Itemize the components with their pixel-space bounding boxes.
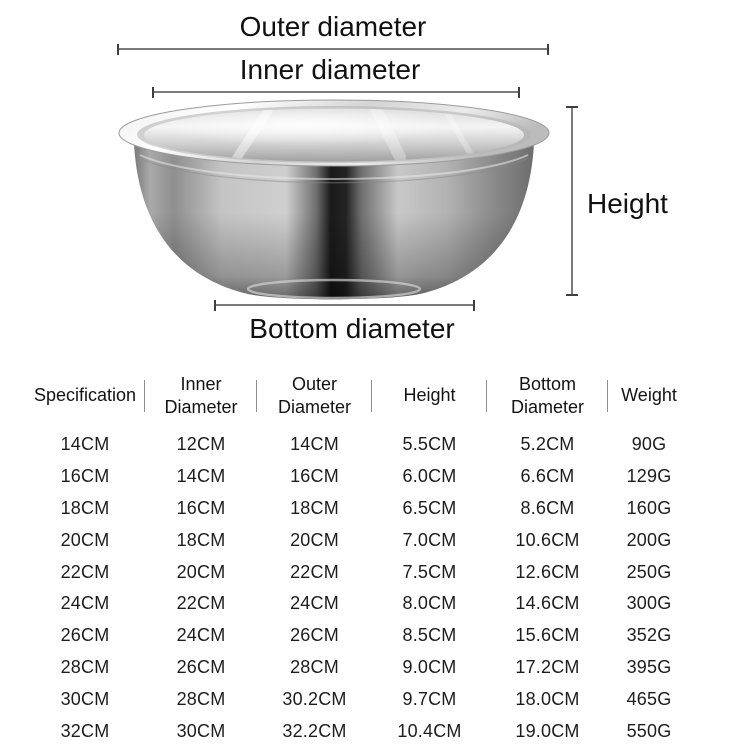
cell-height: 9.0CM	[402, 656, 457, 677]
height-label: Height	[587, 188, 668, 219]
dimension-tick	[547, 43, 549, 55]
cell-specification: 22CM	[60, 561, 110, 582]
header-bottom-diameter: Bottom Diameter	[487, 371, 608, 420]
outer-diameter-label: Outer diameter	[239, 11, 427, 42]
cell-bottom-diameter: 12.6CM	[515, 561, 580, 582]
table-row: 22CM 20CM 22CM 7.5CM 12.6CM 250G	[25, 556, 690, 588]
dimension-tick	[214, 299, 216, 311]
cell-height: 7.0CM	[402, 529, 457, 550]
cell-bottom-diameter: 18.0CM	[515, 688, 580, 709]
cell-outer-diameter: 26CM	[290, 625, 339, 646]
cell-specification: 28CM	[60, 656, 110, 677]
cell-bottom-diameter: 17.2CM	[515, 656, 580, 677]
cell-inner-diameter: 22CM	[176, 593, 226, 614]
table-row: 16CM 14CM 16CM 6.0CM 6.6CM 129G	[25, 461, 690, 493]
table-row: 30CM 28CM 30.2CM 9.7CM 18.0CM 465G	[25, 683, 690, 715]
cell-weight: 300G	[626, 593, 672, 614]
cell-specification: 32CM	[60, 720, 110, 741]
cell-specification: 24CM	[60, 593, 110, 614]
cell-bottom-diameter: 8.6CM	[520, 497, 575, 518]
cell-specification: 30CM	[60, 688, 110, 709]
header-inner-diameter: Inner Diameter	[145, 371, 257, 420]
cell-outer-diameter: 32.2CM	[282, 720, 347, 741]
cell-specification: 26CM	[60, 625, 110, 646]
outer-diameter-line	[117, 43, 549, 55]
header-weight: Weight	[621, 385, 677, 405]
header-specification: Specification	[25, 371, 145, 420]
table-row: 24CM 22CM 24CM 8.0CM 14.6CM 300G	[25, 588, 690, 620]
dimension-tick	[518, 86, 520, 98]
table-row: 14CM 12CM 14CM 5.5CM 5.2CM 90G	[25, 429, 690, 461]
cell-inner-diameter: 26CM	[176, 656, 226, 677]
cell-weight: 395G	[626, 656, 672, 677]
cell-bottom-diameter: 6.6CM	[520, 466, 575, 487]
dimension-tick	[117, 43, 119, 55]
bottom-diameter-line	[214, 299, 475, 311]
spec-table-header: Specification Inner Diameter Outer Diame…	[25, 371, 690, 420]
cell-weight: 250G	[626, 561, 672, 582]
inner-diameter-line	[152, 86, 520, 98]
inner-diameter-label: Inner diameter	[239, 54, 421, 85]
cell-bottom-diameter: 10.6CM	[515, 529, 580, 550]
header-height: Height	[372, 371, 487, 420]
table-row: 32CM 30CM 32.2CM 10.4CM 19.0CM 550G	[25, 715, 690, 747]
cell-bottom-diameter: 15.6CM	[515, 625, 580, 646]
cell-specification: 20CM	[60, 529, 110, 550]
table-row: 28CM 26CM 28CM 9.0CM 17.2CM 395G	[25, 652, 690, 684]
cell-height: 5.5CM	[402, 434, 457, 455]
cell-outer-diameter: 22CM	[290, 561, 339, 582]
cell-bottom-diameter: 14.6CM	[515, 593, 580, 614]
cell-outer-diameter: 18CM	[290, 497, 339, 518]
cell-inner-diameter: 24CM	[176, 625, 226, 646]
cell-height: 10.4CM	[397, 720, 462, 741]
cell-weight: 129G	[626, 466, 672, 487]
table-row: 18CM 16CM 18CM 6.5CM 8.6CM 160G	[25, 493, 690, 525]
cell-outer-diameter: 24CM	[290, 593, 339, 614]
dimension-tick	[566, 294, 578, 296]
cell-outer-diameter: 14CM	[290, 434, 339, 455]
cell-inner-diameter: 18CM	[176, 529, 226, 550]
cell-inner-diameter: 20CM	[176, 561, 226, 582]
dimension-tick	[152, 86, 154, 98]
cell-weight: 160G	[626, 497, 672, 518]
dimension-tick	[566, 106, 578, 108]
cell-bottom-diameter: 19.0CM	[515, 720, 580, 741]
spec-table: Specification Inner Diameter Outer Diame…	[25, 371, 690, 741]
cell-weight: 90G	[631, 434, 667, 455]
cell-outer-diameter: 16CM	[290, 466, 339, 487]
cell-inner-diameter: 14CM	[176, 466, 226, 487]
spec-table-body: 14CM 12CM 14CM 5.5CM 5.2CM 90G 16CM 14CM…	[25, 429, 690, 747]
table-row: 26CM 24CM 26CM 8.5CM 15.6CM 352G	[25, 620, 690, 652]
cell-weight: 550G	[626, 720, 672, 741]
cell-specification: 18CM	[60, 497, 110, 518]
cell-inner-diameter: 30CM	[176, 720, 226, 741]
bowl-image	[118, 99, 550, 300]
cell-weight: 465G	[626, 688, 672, 709]
cell-weight: 200G	[626, 529, 672, 550]
dimension-tick	[473, 299, 475, 311]
table-row: 20CM 18CM 20CM 7.0CM 10.6CM 200G	[25, 524, 690, 556]
bottom-diameter-label: Bottom diameter	[249, 313, 455, 344]
cell-specification: 16CM	[60, 466, 110, 487]
header-outer-diameter: Outer Diameter	[257, 371, 372, 420]
cell-outer-diameter: 30.2CM	[282, 688, 347, 709]
cell-specification: 14CM	[60, 434, 110, 455]
cell-height: 9.7CM	[402, 688, 457, 709]
cell-height: 8.5CM	[402, 625, 457, 646]
cell-height: 6.5CM	[402, 497, 457, 518]
cell-inner-diameter: 16CM	[176, 497, 226, 518]
cell-weight: 352G	[626, 625, 672, 646]
cell-height: 6.0CM	[402, 466, 457, 487]
cell-height: 8.0CM	[402, 593, 457, 614]
cell-height: 7.5CM	[402, 561, 457, 582]
cell-outer-diameter: 20CM	[290, 529, 339, 550]
height-line	[566, 106, 578, 296]
cell-inner-diameter: 28CM	[176, 688, 226, 709]
cell-inner-diameter: 12CM	[176, 434, 226, 455]
cell-bottom-diameter: 5.2CM	[520, 434, 575, 455]
cell-outer-diameter: 28CM	[290, 656, 339, 677]
